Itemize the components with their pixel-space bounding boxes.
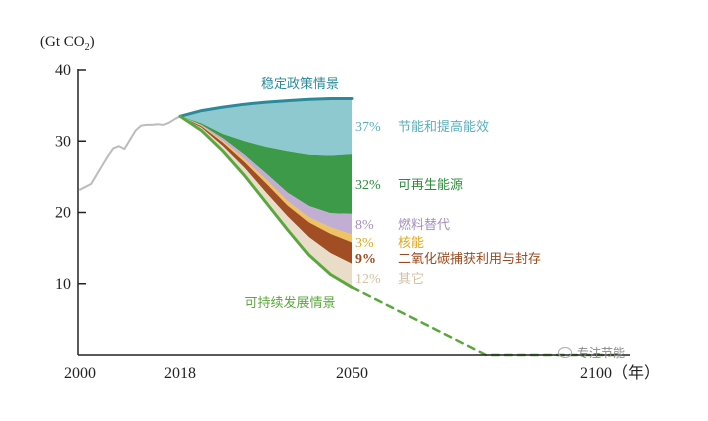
wedge-share-0: 37% <box>355 120 381 135</box>
axes-layer: 10 20 30 40 2000 2018 2050 2100（年） (Gt CO2) <box>40 34 660 382</box>
sustainable-label: 可持续发展情景 <box>244 295 335 311</box>
y-tick-label-20: 20 <box>55 205 71 222</box>
wedge-label-1: 可再生能源 <box>398 178 463 193</box>
wedge-share-3: 3% <box>355 236 374 251</box>
watermark-text: 专注节能 <box>577 346 626 360</box>
wedge-2 <box>180 116 352 235</box>
wedge-share-4: 9% <box>355 252 376 267</box>
historical-line <box>79 115 181 191</box>
sustainable-line <box>178 114 354 289</box>
y-axis-label: (Gt CO2) <box>40 34 95 53</box>
wechat-icon <box>558 347 572 358</box>
y-tick-label-40: 40 <box>55 62 71 79</box>
wedge-label-5: 其它 <box>398 271 424 287</box>
y-tick-label-30: 30 <box>55 133 71 150</box>
wedge-share-1: 32% <box>355 178 381 193</box>
wedge-4 <box>180 116 352 264</box>
y-tick-label-10: 10 <box>55 276 71 293</box>
wedge-label-4: 二氧化碳捕获利用与封存 <box>398 251 541 267</box>
wedges-layer <box>180 98 352 288</box>
x-tick-label-2100: 2100（年） <box>580 364 660 382</box>
wedge-share-2: 8% <box>355 218 374 233</box>
stated-policies-label: 稳定政策情景 <box>261 76 339 92</box>
wedge-share-5: 12% <box>355 272 381 287</box>
x-tick-label-2018: 2018 <box>164 365 196 382</box>
wedge-label-2: 燃料替代 <box>398 217 450 233</box>
wedge-0 <box>180 98 352 156</box>
wedge-3 <box>180 116 352 243</box>
wedge-label-0: 节能和提高能效 <box>398 119 489 135</box>
stated-policies-line <box>178 97 354 118</box>
x-tick-label-2050: 2050 <box>336 365 368 382</box>
x-tick-label-2000: 2000 <box>64 365 96 382</box>
watermark: 专注节能 <box>558 344 625 361</box>
wedge-label-3: 核能 <box>398 236 424 251</box>
wedge-1 <box>180 116 352 214</box>
